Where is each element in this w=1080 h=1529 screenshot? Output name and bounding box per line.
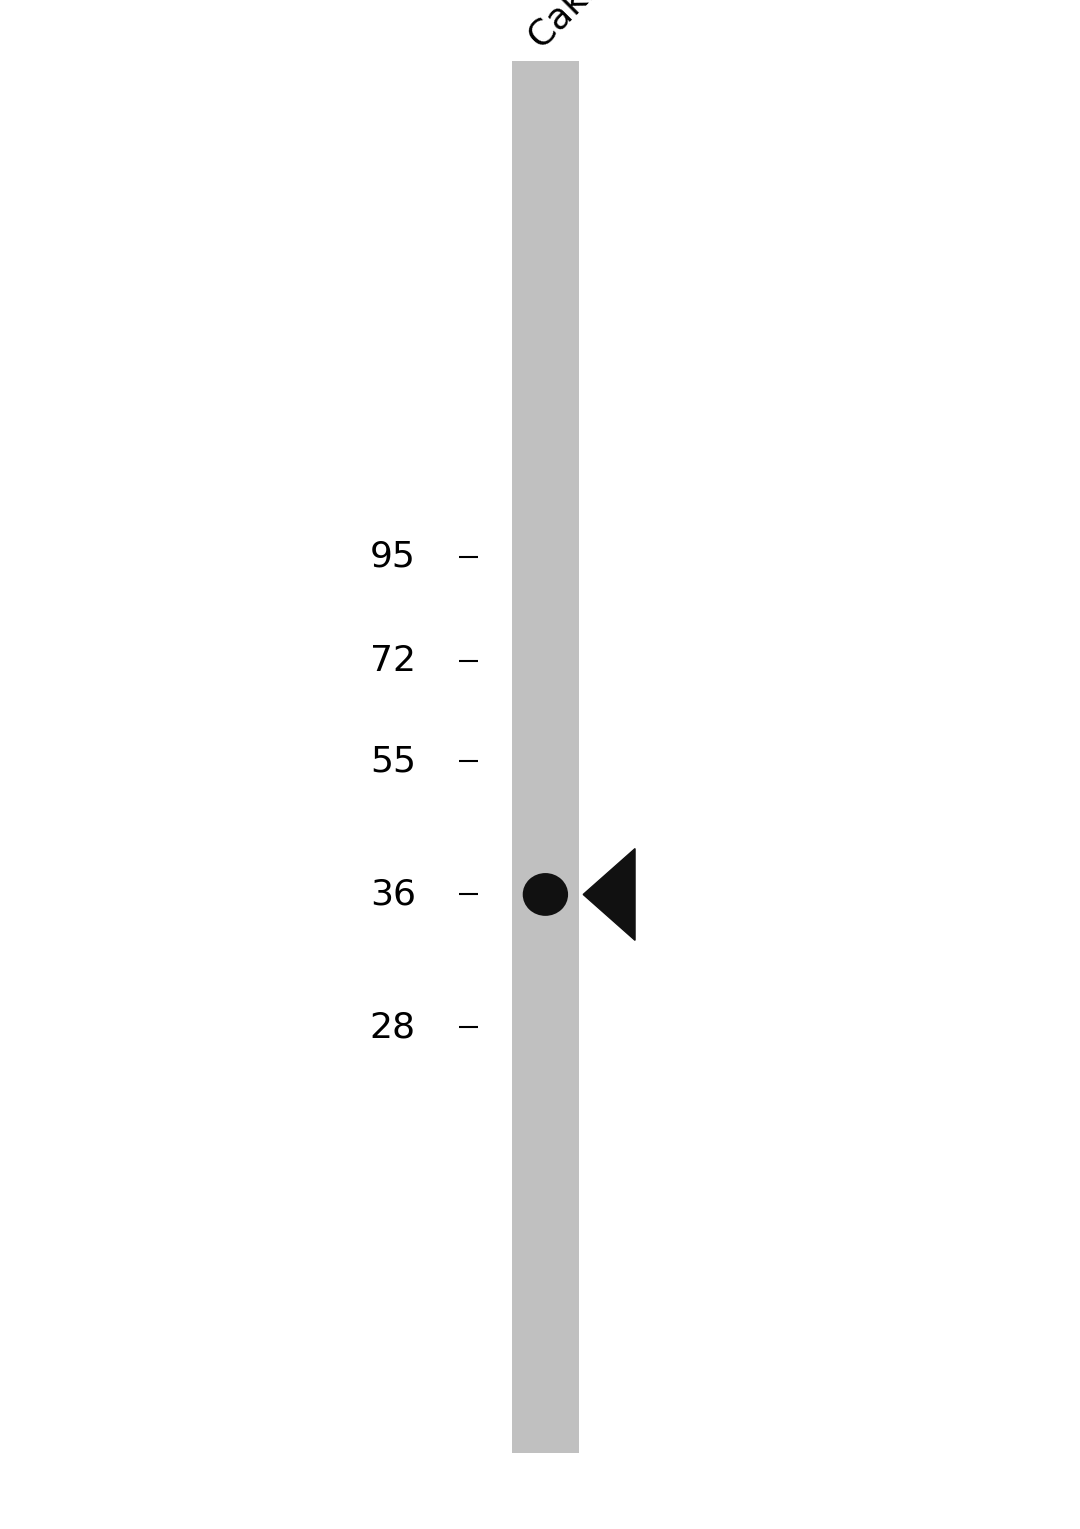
Bar (512, 61, 579, 1453)
Polygon shape (583, 849, 635, 940)
Text: 36: 36 (369, 878, 416, 911)
Text: 28: 28 (369, 1011, 416, 1044)
Text: 72: 72 (369, 644, 416, 677)
Text: 55: 55 (369, 745, 416, 778)
Text: Caki-1: Caki-1 (522, 0, 626, 54)
Ellipse shape (523, 873, 568, 916)
Text: 95: 95 (370, 540, 416, 573)
